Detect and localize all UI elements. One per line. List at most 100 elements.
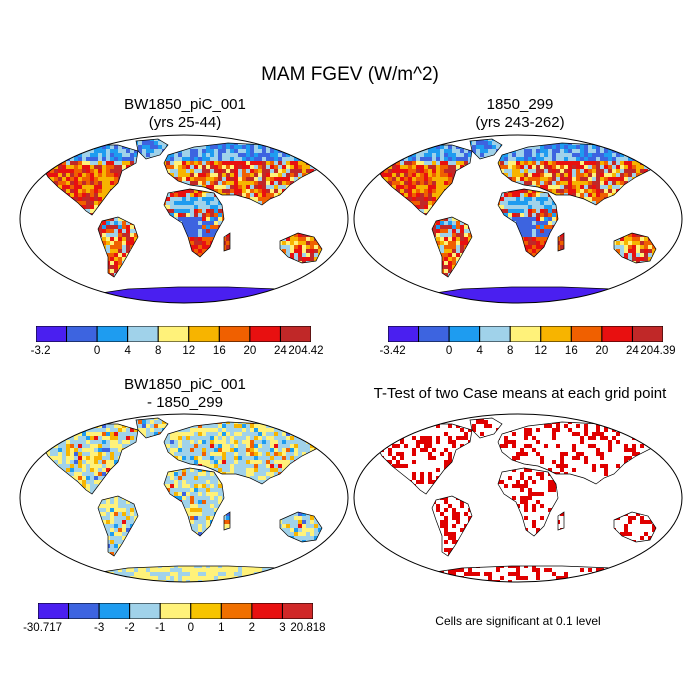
coastline-au: [613, 232, 657, 264]
colorbar-case2-swatch: [631, 326, 663, 342]
colorbar-case2-swatch: [418, 326, 450, 342]
colorbar-diff-swatch: [251, 603, 283, 619]
coastline-gr: [135, 417, 169, 439]
colorbar-diff-tick-label: 3: [279, 622, 286, 634]
coastline-au: [279, 511, 323, 543]
colorbar-diff: [38, 603, 313, 619]
coastline-af: [497, 467, 559, 537]
colorbar-diff-tick-label: 2: [248, 622, 256, 634]
map-border-case2: [353, 134, 683, 304]
colorbar-diff-tick-label: -30.717: [23, 622, 63, 634]
colorbar-diff-swatch: [68, 603, 100, 619]
colorbar-diff-tick-label: -2: [124, 622, 135, 634]
significance-note: Cells are significant at 0.1 level: [435, 614, 601, 628]
colorbar-case1-tick-label: 12: [182, 345, 196, 357]
panel-title-diff: BW1850_piC_001 - 1850_299: [55, 376, 315, 412]
colorbar-case2-tick-label: 0: [445, 345, 453, 357]
colorbar-case1-labels: -3.2 0 4 8 12 16 20 24 204.42: [31, 345, 324, 361]
coastline-sa: [431, 495, 473, 557]
colorbar-case1-swatch: [188, 326, 220, 342]
colorbar-case2-tick-label: 8: [507, 345, 514, 357]
colorbar-case1-tick-label: 16: [212, 345, 226, 357]
coastline-sa: [97, 216, 139, 278]
coastline-sa: [431, 216, 473, 278]
colorbar-diff-swatch: [281, 603, 313, 619]
colorbar-case2-swatch: [509, 326, 542, 342]
coastline-gr: [135, 138, 169, 160]
coastline-na: [373, 423, 473, 495]
colorbar-diff-swatch: [98, 603, 131, 619]
coastline-na: [39, 423, 139, 495]
colorbar-case1-tick-label: 8: [155, 345, 162, 357]
colorbar-case2-tick-label: 24: [626, 345, 639, 357]
panel-title-diff-line1: BW1850_piC_001: [124, 376, 246, 393]
colorbar-case2-tick-label: 16: [564, 345, 578, 357]
map-border-case1: [19, 134, 349, 304]
panel-title-diff-line2: - 1850_299: [147, 394, 223, 411]
colorbar-case2-tick-label: 204.39: [640, 345, 676, 357]
map-panel-diff: [19, 413, 349, 583]
colorbar-diff-swatch: [38, 603, 70, 619]
colorbar-case2: [388, 326, 663, 342]
coastline-md: [223, 232, 231, 252]
coastline-md: [223, 511, 231, 531]
coastline-af: [497, 188, 559, 258]
map-border-diff: [19, 413, 349, 583]
colorbar-diff-swatch: [159, 603, 192, 619]
coastline-gr: [469, 417, 503, 439]
colorbar-diff-tick-label: -1: [155, 622, 166, 634]
colorbar-case2-swatch: [479, 326, 511, 342]
figure-title: MAM FGEV (W/m^2): [261, 64, 439, 85]
colorbar-case1-swatch: [127, 326, 159, 342]
colorbar-case1-tick-label: 0: [93, 345, 101, 357]
colorbar-case2-swatch: [448, 326, 481, 342]
colorbar-case2-swatch: [601, 326, 633, 342]
colorbar-case1-swatch: [66, 326, 98, 342]
colorbar-diff-tick-label: 1: [218, 622, 225, 634]
colorbar-case1-tick-label: 20: [243, 345, 257, 357]
coastline-af: [163, 188, 225, 258]
coastline-au: [279, 232, 323, 264]
colorbar-case1-swatch: [157, 326, 190, 342]
colorbar-case1-tick-label: 24: [274, 345, 287, 357]
colorbar-case1-tick-label: -3.2: [30, 345, 51, 357]
colorbar-case1-swatch: [36, 326, 68, 342]
colorbar-diff-swatch: [220, 603, 253, 619]
coastline-af: [163, 467, 225, 537]
map-panel-ttest: [353, 413, 683, 583]
panel-title-case1-line2: (yrs 25-44): [148, 114, 222, 131]
colorbar-diff-swatch: [129, 603, 161, 619]
map-panel-case1: [19, 134, 349, 304]
coastline-sa: [97, 495, 139, 557]
map-border-ttest: [353, 413, 683, 583]
colorbar-case1-swatch: [279, 326, 311, 342]
panel-title-case1-line1: BW1850_piC_001: [124, 96, 246, 113]
colorbar-case1-swatch: [218, 326, 251, 342]
panel-title-case2-line1: 1850_299: [486, 96, 554, 113]
panel-title-case2-line2: (yrs 243-262): [475, 114, 565, 131]
colorbar-diff-tick-label: 0: [187, 622, 194, 634]
coastline-md: [557, 232, 565, 252]
colorbar-case2-swatch: [570, 326, 603, 342]
colorbar-diff-tick-label: 20.818: [290, 622, 326, 634]
colorbar-case2-tick-label: 20: [595, 345, 609, 357]
colorbar-case1-tick-label: 204.42: [288, 345, 324, 357]
colorbar-case2-labels: -3.42 0 4 8 12 16 20 24 204.39: [379, 345, 675, 361]
colorbar-case2-tick-label: -3.42: [379, 345, 406, 357]
colorbar-case1-tick-label: 4: [124, 345, 131, 357]
coastline-na: [373, 144, 473, 216]
colorbar-case1: [36, 326, 311, 342]
colorbar-case1-swatch: [96, 326, 129, 342]
panel-title-case1: BW1850_piC_001 (yrs 25-44): [55, 96, 315, 132]
colorbar-case2-swatch: [540, 326, 572, 342]
coastline-na: [39, 144, 139, 216]
colorbar-diff-swatch: [190, 603, 222, 619]
colorbar-diff-tick-label: -3: [93, 622, 105, 634]
colorbar-case1-swatch: [249, 326, 281, 342]
colorbar-case2-tick-label: 12: [534, 345, 548, 357]
coastline-md: [557, 511, 565, 531]
coastline-au: [613, 511, 657, 543]
colorbar-case2-swatch: [388, 326, 420, 342]
coastline-gr: [469, 138, 503, 160]
panel-title-case2: 1850_299 (yrs 243-262): [390, 96, 650, 132]
